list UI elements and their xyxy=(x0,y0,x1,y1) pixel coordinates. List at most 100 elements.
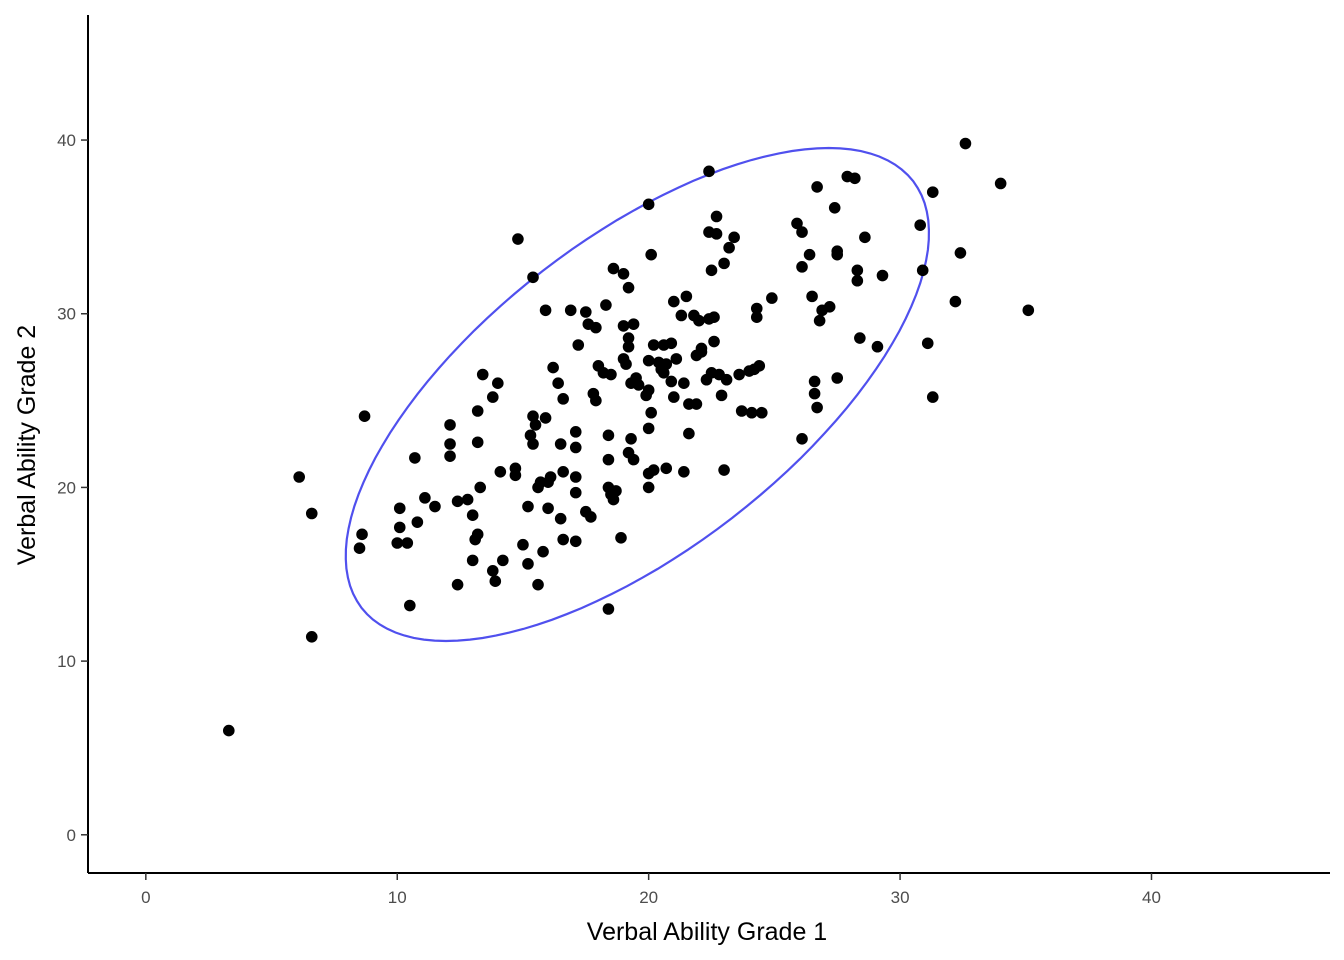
data-point xyxy=(358,410,371,423)
confidence-ellipse xyxy=(344,146,931,643)
x-tick-label: 10 xyxy=(388,888,407,907)
x-axis-title: Verbal Ability Grade 1 xyxy=(587,918,827,946)
data-point xyxy=(622,281,635,294)
x-tick-label: 30 xyxy=(891,888,910,907)
data-point xyxy=(796,261,808,273)
data-point xyxy=(569,535,582,548)
data-point xyxy=(823,300,836,313)
data-point xyxy=(522,500,534,513)
data-point xyxy=(718,257,730,270)
data-point xyxy=(444,419,456,431)
data-point xyxy=(602,453,615,466)
data-point xyxy=(750,302,763,315)
data-point xyxy=(668,391,680,403)
data-point xyxy=(620,358,632,370)
data-point xyxy=(529,419,542,431)
data-point xyxy=(723,241,735,254)
data-point xyxy=(750,311,763,324)
data-point xyxy=(710,210,723,223)
data-point xyxy=(1022,304,1035,317)
data-point xyxy=(753,360,766,372)
data-point xyxy=(766,292,778,304)
y-tick-label: 20 xyxy=(57,478,76,497)
data-point xyxy=(715,389,728,402)
data-point xyxy=(451,578,464,591)
data-point xyxy=(745,406,758,419)
data-point xyxy=(791,217,803,230)
plot-area xyxy=(222,137,1035,737)
data-point xyxy=(444,438,456,450)
data-point xyxy=(828,201,841,214)
data-point xyxy=(959,137,972,150)
data-point xyxy=(605,368,617,381)
data-point xyxy=(542,502,554,515)
data-point xyxy=(527,438,539,450)
data-point xyxy=(590,394,602,407)
data-point xyxy=(539,304,552,317)
data-point xyxy=(660,358,673,370)
data-point xyxy=(492,377,504,390)
data-point xyxy=(690,398,703,410)
data-point xyxy=(517,538,529,551)
data-point xyxy=(527,271,539,284)
data-point xyxy=(404,599,416,612)
axes: 0 10 20 30 40 0 10 20 30 40 xyxy=(57,15,1330,907)
data-point xyxy=(808,375,821,388)
data-point xyxy=(419,492,431,504)
data-point xyxy=(569,426,582,438)
data-point xyxy=(994,177,1007,190)
data-point xyxy=(683,427,695,440)
data-point xyxy=(625,432,637,445)
data-point xyxy=(718,464,730,476)
data-point xyxy=(353,542,366,555)
data-point xyxy=(451,495,464,508)
data-point xyxy=(680,290,693,303)
data-point xyxy=(471,405,484,417)
data-point xyxy=(444,450,456,462)
data-point xyxy=(569,441,582,454)
y-tick-label: 10 xyxy=(57,652,76,671)
data-point xyxy=(471,528,484,541)
data-point xyxy=(532,578,544,591)
data-point xyxy=(949,295,962,308)
data-point xyxy=(851,264,864,277)
data-point xyxy=(831,372,844,384)
data-point xyxy=(703,165,715,178)
data-point xyxy=(678,377,690,390)
data-point xyxy=(914,219,926,231)
data-point xyxy=(813,314,826,327)
y-tick-label: 30 xyxy=(57,305,76,324)
data-point xyxy=(705,264,718,277)
data-point xyxy=(926,391,939,403)
data-point xyxy=(466,509,479,522)
data-point xyxy=(645,406,657,419)
data-point xyxy=(486,391,499,403)
data-point xyxy=(642,354,655,367)
data-point xyxy=(849,172,861,185)
data-point xyxy=(461,493,474,506)
data-point xyxy=(642,481,655,494)
data-point xyxy=(708,311,720,324)
data-point xyxy=(401,537,414,549)
data-point xyxy=(803,248,816,261)
data-point xyxy=(720,373,733,386)
data-point xyxy=(665,375,678,388)
data-point xyxy=(564,304,577,317)
data-point xyxy=(859,231,871,244)
data-point xyxy=(693,314,705,327)
data-point xyxy=(728,231,740,244)
data-point xyxy=(735,405,748,417)
data-point xyxy=(476,368,489,381)
data-point xyxy=(547,361,559,374)
data-point xyxy=(557,465,569,478)
data-point xyxy=(678,465,690,478)
data-point xyxy=(926,186,939,198)
y-tick-label: 40 xyxy=(57,131,76,150)
data-point xyxy=(305,507,318,520)
data-point xyxy=(489,575,502,588)
data-point xyxy=(471,436,484,449)
data-point xyxy=(615,531,627,544)
data-point xyxy=(695,342,708,355)
data-point xyxy=(590,321,602,334)
data-point xyxy=(539,412,552,424)
